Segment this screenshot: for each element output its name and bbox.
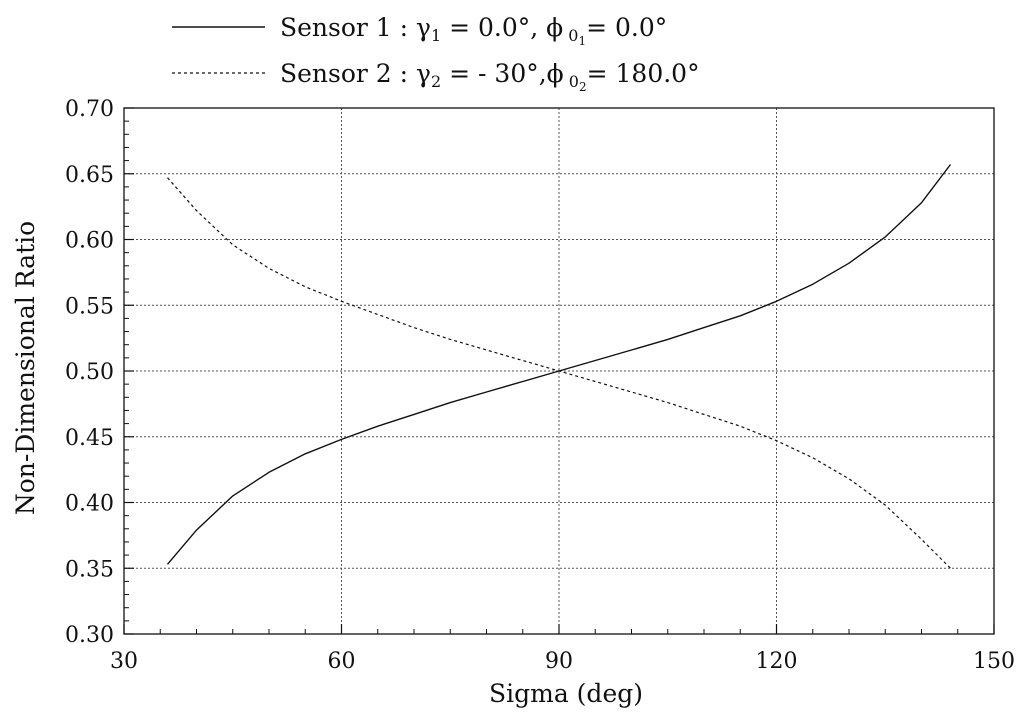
y-tick-label-0.35: 0.35 (65, 557, 114, 582)
legend-s2-gamma-sub: 2 (431, 72, 441, 91)
y-tick-label-0.45: 0.45 (65, 426, 114, 451)
legend-s1-phi-subsub: 1 (578, 34, 586, 48)
legend-s2-phi: ϕ (547, 59, 564, 88)
legend-s1-phi: ϕ (546, 13, 563, 42)
x-tick-label-60: 60 (328, 649, 356, 674)
legend-s1-mid: = 0.0°, (441, 13, 546, 42)
series-lines (166, 164, 952, 569)
y-tick-label-0.65: 0.65 (65, 163, 114, 188)
legend-entry-sensor-1: Sensor 1 : γ1 = 0.0°, ϕ 01= 0.0° (280, 13, 667, 48)
x-tick-label-30: 30 (110, 649, 138, 674)
series-line-sensor-2 (167, 177, 951, 569)
legend-s2-mid: = - 30°, (441, 59, 547, 88)
legend-s2-gamma: γ (416, 59, 431, 88)
legend-s2-phi-subsub: 2 (579, 80, 587, 94)
legend-s1-prefix: Sensor 1 : (280, 13, 416, 42)
x-tick-label-120: 120 (756, 649, 798, 674)
legend-s1-phi-sub: 0 (563, 26, 578, 45)
y-tick-label-0.70: 0.70 (65, 97, 114, 122)
x-tick-label-150: 150 (973, 649, 1015, 674)
grid-lines (124, 108, 994, 634)
y-tick-labels: 0.30 0.35 0.40 0.45 0.50 0.55 0.60 0.65 0.70 (65, 97, 114, 648)
legend-s2-prefix: Sensor 2 : (280, 59, 416, 88)
y-tick-label-0.60: 0.60 (65, 229, 114, 254)
legend-s1-gamma-sub: 1 (431, 26, 441, 45)
legend-entry-sensor-2: Sensor 2 : γ2 = - 30°,ϕ 02= 180.0° (280, 59, 700, 94)
x-tick-label-90: 90 (545, 649, 573, 674)
y-tick-label-0.30: 0.30 (65, 623, 114, 648)
y-tick-label-0.50: 0.50 (65, 360, 114, 385)
x-axis-label: Sigma (deg) (489, 679, 643, 708)
y-axis-label: Non-Dimensional Ratio (11, 221, 40, 515)
legend-s2-phi-sub: 0 (564, 72, 579, 91)
legend-s1-end: = 0.0° (586, 13, 667, 42)
plot-frame (123, 107, 995, 635)
legend-s2-end: = 180.0° (587, 59, 700, 88)
legend: Sensor 1 : γ1 = 0.0°, ϕ 01= 0.0° Sensor … (172, 13, 700, 94)
y-tick-label-0.40: 0.40 (65, 492, 114, 517)
legend-s1-gamma: γ (416, 13, 431, 42)
y-tick-label-0.55: 0.55 (65, 294, 114, 319)
x-tick-labels: 30 60 90 120 150 (110, 649, 1015, 674)
